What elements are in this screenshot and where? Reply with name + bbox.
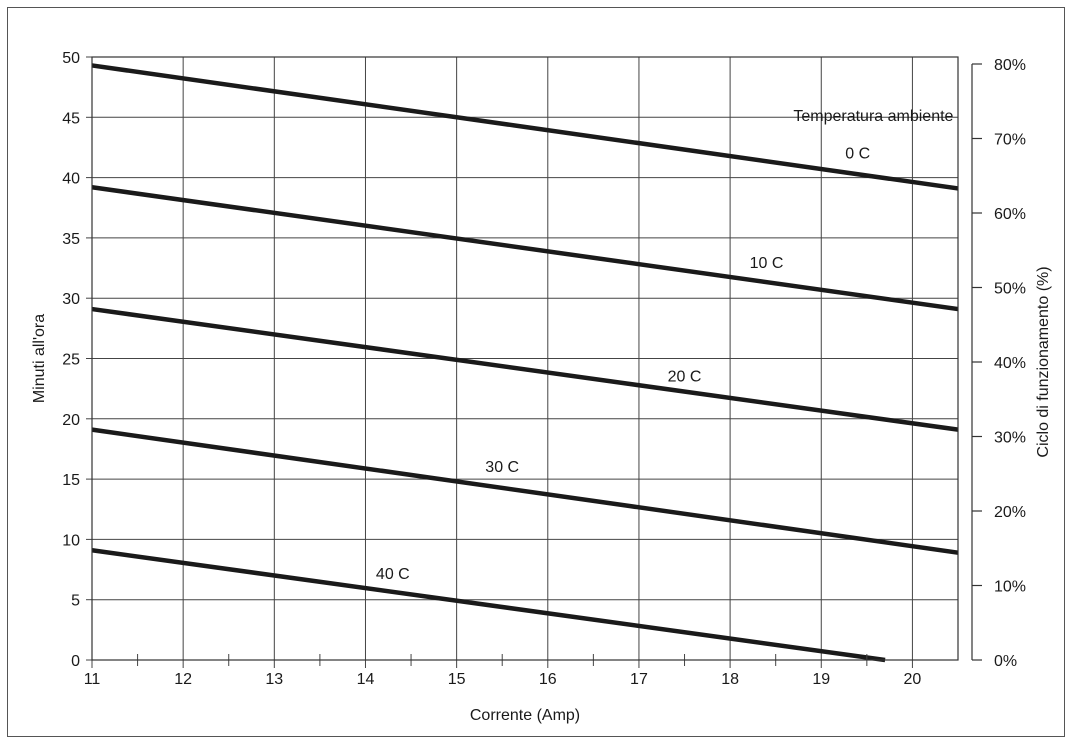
x-tick-label: 15: [448, 671, 466, 688]
y2-tick-label: 30%: [994, 430, 1026, 447]
y-tick-label: 45: [62, 110, 80, 127]
y-tick-label: 50: [62, 50, 80, 67]
y-tick-label: 15: [62, 472, 80, 489]
y2-axis-title: Ciclo di funzionamento (%): [1035, 266, 1052, 457]
x-tick-label: 16: [539, 671, 557, 688]
x-axis-title: Corrente (Amp): [470, 707, 580, 724]
series-line-40c: [91, 548, 886, 663]
labels: 0 5 10 15 20 25 30 35 40 45 50 11 12 13 14 15 16 17 18 19 20…: [31, 50, 1052, 724]
series-label-10c: 10 C: [750, 255, 784, 272]
y-tick-label: 40: [62, 171, 80, 188]
x-tick-label: 14: [357, 671, 375, 688]
y-tick-label: 20: [62, 412, 80, 429]
x-tick-label: 13: [265, 671, 283, 688]
series-line-0c: [91, 63, 959, 191]
x-tick-label: 11: [84, 671, 101, 688]
y-tick-label: 0: [71, 653, 80, 670]
series-line-10c: [91, 185, 959, 312]
y-tick-label: 35: [62, 231, 80, 248]
y2-tick-label: 20%: [994, 504, 1026, 521]
x-tick-label: 12: [174, 671, 192, 688]
y-tick-label: 25: [62, 352, 80, 369]
series-lines: [91, 63, 959, 663]
y-tick-label: 5: [71, 593, 80, 610]
y2-tick-label: 50%: [994, 281, 1026, 298]
y2-tick-label: 60%: [994, 206, 1026, 223]
plot-border: [91, 56, 959, 661]
y2-tick-label: 10%: [994, 579, 1026, 596]
x-tick-label: 20: [904, 671, 922, 688]
series-label-40c: 40 C: [376, 566, 410, 583]
series-label-20c: 20 C: [668, 368, 702, 385]
y2-tick-label: 0%: [994, 653, 1017, 670]
y2-tick-label: 40%: [994, 355, 1026, 372]
series-label-30c: 30 C: [485, 459, 519, 476]
chart-frame: 0 5 10 15 20 25 30 35 40 45 50 11 12 13 14 15 16 17 18 19 20…: [7, 7, 1065, 737]
x-tick-label: 17: [630, 671, 648, 688]
y-tick-label: 30: [62, 291, 80, 308]
x-tick-label: 18: [721, 671, 739, 688]
y2-tick-label: 70%: [994, 132, 1026, 149]
series-line-20c: [91, 306, 959, 432]
y-tick-label: 10: [62, 532, 80, 549]
duty-cycle-chart: 0 5 10 15 20 25 30 35 40 45 50 11 12 13 14 15 16 17 18 19 20…: [31, 50, 1052, 724]
y2-tick-label: 80%: [994, 57, 1026, 74]
series-label-0c: 0 C: [845, 145, 870, 162]
series-line-30c: [91, 427, 959, 555]
y-axis-title: Minuti all'ora: [31, 314, 48, 403]
axes: [86, 56, 982, 668]
x-tick-label: 19: [812, 671, 830, 688]
series-legend-header: Temperatura ambiente: [793, 108, 953, 125]
